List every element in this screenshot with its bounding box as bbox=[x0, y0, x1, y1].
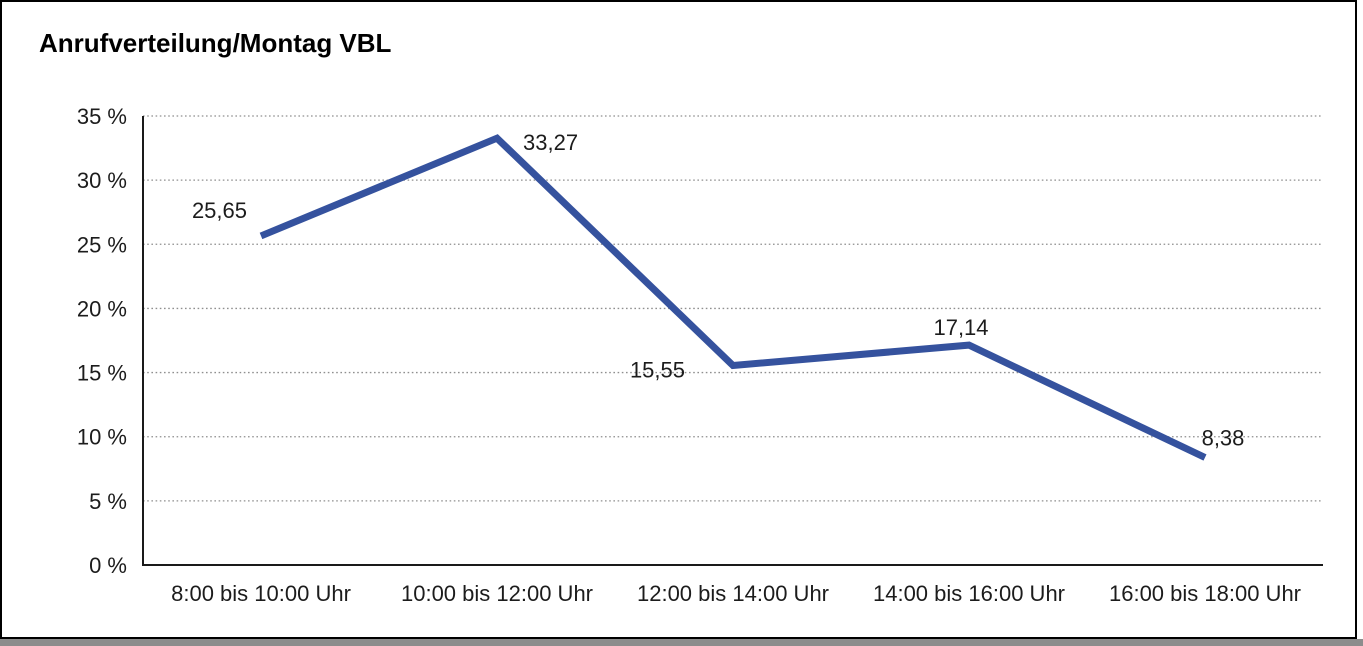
ytick-label-0: 0 % bbox=[89, 553, 127, 578]
series-line bbox=[259, 134, 1207, 461]
ytick-label-15: 15 % bbox=[77, 361, 127, 386]
point-label-3: 17,14 bbox=[933, 315, 988, 340]
point-label-1: 33,27 bbox=[523, 130, 578, 155]
ytick-label-5: 5 % bbox=[89, 489, 127, 514]
xtick-label-2: 12:00 bis 14:00 Uhr bbox=[637, 581, 829, 606]
chart-title: Anrufverteilung/Montag VBL bbox=[39, 28, 392, 58]
frame-shadow bbox=[0, 639, 1363, 646]
ytick-label-25: 25 % bbox=[77, 232, 127, 257]
point-label-2: 15,55 bbox=[630, 358, 685, 383]
xtick-label-0: 8:00 bis 10:00 Uhr bbox=[171, 581, 351, 606]
xtick-label-3: 14:00 bis 16:00 Uhr bbox=[873, 581, 1065, 606]
ytick-label-20: 20 % bbox=[77, 296, 127, 321]
ytick-label-10: 10 % bbox=[77, 425, 127, 450]
ytick-label-35: 35 % bbox=[77, 104, 127, 129]
xtick-label-1: 10:00 bis 12:00 Uhr bbox=[401, 581, 593, 606]
ytick-label-30: 30 % bbox=[77, 168, 127, 193]
xtick-label-4: 16:00 bis 18:00 Uhr bbox=[1109, 581, 1301, 606]
point-label-4: 8,38 bbox=[1202, 425, 1245, 450]
point-label-0: 25,65 bbox=[192, 198, 247, 223]
